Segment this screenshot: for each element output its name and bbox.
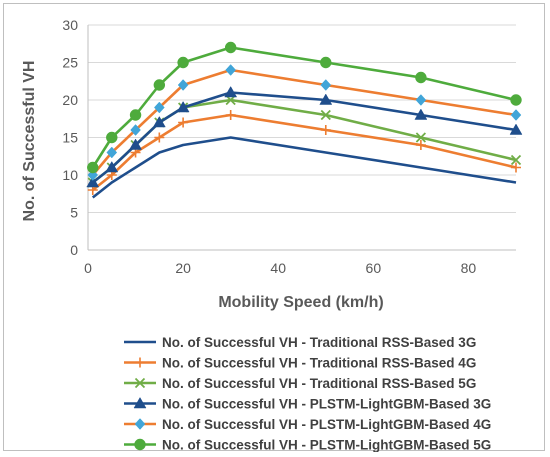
series-1 [91, 136, 517, 199]
data-point [510, 154, 522, 166]
legend-label: No. of Successful VH - Traditional RSS-B… [162, 356, 476, 371]
data-point [225, 64, 237, 76]
data-point [510, 94, 522, 106]
data-point [414, 108, 428, 120]
data-point [225, 110, 236, 120]
legend-entry: No. of Successful VH - Traditional RSS-B… [124, 376, 476, 391]
x-tick-label: 60 [366, 260, 382, 276]
data-point [320, 56, 332, 69]
y-tick-label: 20 [62, 92, 78, 108]
series-line [91, 136, 517, 199]
legend-entry: No. of Successful VH - Traditional RSS-B… [124, 335, 476, 350]
y-tick-label: 5 [70, 205, 78, 221]
chart-frame: 0 5 10 15 20 25 30 0 20 40 60 80 No. of Successful… [3, 3, 545, 453]
legend-label: No. of Successful VH - PLSTM-LightGBM-Ba… [162, 417, 491, 432]
series-5 [87, 64, 522, 181]
legend-marker [134, 377, 146, 389]
legend-marker [133, 396, 147, 409]
x-axis-title: Mobility Speed (km/h) [218, 294, 383, 311]
legend-marker [134, 418, 146, 430]
line-chart: 0 5 10 15 20 25 30 0 20 40 60 80 No. of Successful… [21, 17, 523, 453]
x-tick-label: 40 [270, 260, 286, 276]
legend-entry: No. of Successful VH - Traditional RSS-B… [124, 356, 476, 371]
data-point [153, 101, 165, 114]
data-point [152, 115, 166, 128]
axes [87, 25, 516, 251]
data-point [130, 124, 141, 136]
x-tick-label: 0 [84, 260, 92, 276]
y-tick-label: 25 [62, 55, 78, 71]
legend-label: No. of Successful VH - PLSTM-LightGBM-Ba… [162, 438, 491, 453]
legend: No. of Successful VH - Traditional RSS-B… [124, 335, 491, 453]
y-tick-label: 15 [62, 130, 78, 146]
data-point [415, 71, 427, 84]
legend-label: No. of Successful VH - Traditional RSS-B… [162, 335, 476, 350]
data-point [415, 140, 426, 150]
series-2 [87, 110, 521, 195]
legend-marker [135, 357, 145, 368]
y-tick-labels: 0 5 10 15 20 25 30 [62, 17, 78, 258]
data-point [319, 93, 333, 105]
data-point [320, 79, 332, 91]
legend-marker [134, 438, 146, 451]
data-point [106, 131, 118, 144]
data-point [509, 123, 523, 135]
x-tick-labels: 0 20 40 60 80 [84, 260, 476, 276]
data-point [320, 125, 331, 135]
legend-entry: No. of Successful VH - PLSTM-LightGBM-Ba… [124, 417, 491, 432]
data-point [129, 138, 142, 150]
data-point [87, 161, 99, 174]
series-4 [86, 85, 523, 188]
legend-label: No. of Successful VH - Traditional RSS-B… [162, 376, 476, 391]
data-point [224, 41, 237, 54]
y-tick-label: 30 [62, 17, 78, 33]
legend-entry: No. of Successful VH - PLSTM-LightGBM-Ba… [124, 397, 491, 412]
series-layer [86, 41, 523, 199]
data-point [177, 56, 189, 69]
data-point [106, 146, 118, 159]
data-point [105, 160, 119, 173]
data-point [177, 79, 189, 91]
legend-entry: No. of Successful VH - PLSTM-LightGBM-Ba… [124, 438, 491, 453]
y-axis-title: No. of Successful VH [21, 61, 38, 222]
data-point [178, 117, 189, 128]
data-point [154, 132, 165, 143]
data-point [129, 109, 142, 121]
x-tick-label: 20 [175, 260, 191, 276]
data-point [510, 109, 522, 121]
legend-label: No. of Successful VH - PLSTM-LightGBM-Ba… [162, 397, 491, 412]
x-tick-label: 80 [461, 260, 477, 276]
data-point [415, 132, 427, 143]
y-tick-label: 0 [70, 242, 78, 258]
data-point [224, 85, 238, 98]
data-point [153, 79, 166, 91]
data-point [176, 100, 190, 113]
y-tick-label: 10 [62, 167, 78, 183]
series-6 [87, 41, 522, 174]
data-point [415, 94, 427, 106]
data-point [86, 175, 100, 188]
data-point [320, 109, 331, 121]
series-line [91, 98, 517, 184]
data-point [511, 162, 521, 173]
